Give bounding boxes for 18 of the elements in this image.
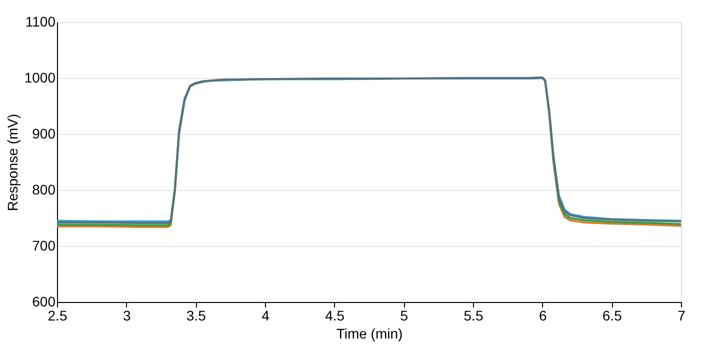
- x-tick-label: 3: [122, 308, 131, 324]
- x-tick-label: 4.5: [325, 308, 345, 324]
- x-tick-label: 6.5: [602, 308, 622, 324]
- y-tick-label: 1000: [24, 70, 56, 86]
- x-tick-label: 5: [400, 308, 408, 324]
- x-tick-label: 4: [262, 308, 270, 324]
- y-tick-label: 600: [32, 294, 56, 310]
- x-tick-label: 3.5: [186, 308, 206, 324]
- y-tick-label: 700: [32, 238, 56, 254]
- x-tick-label: 6: [538, 308, 547, 324]
- x-axis-title: Time (min): [336, 326, 403, 342]
- x-tick-label: 5.5: [464, 308, 484, 324]
- y-axis-title: Response (mV): [4, 114, 20, 212]
- y-tick-label: 900: [32, 126, 56, 142]
- x-tick-label: 2.5: [48, 308, 68, 324]
- x-tick-label: 7: [678, 308, 686, 324]
- y-tick-label: 1100: [25, 14, 56, 30]
- y-tick-label: 800: [32, 182, 56, 198]
